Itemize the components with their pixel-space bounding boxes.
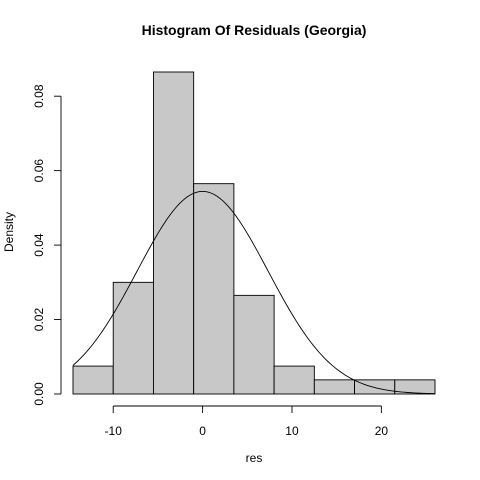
- histogram-bar: [313, 379, 356, 395]
- x-tick-label: -10: [105, 424, 123, 438]
- y-axis: 0.00 0.02 0.04 0.06 0.08: [32, 84, 62, 406]
- x-tick-label: 20: [375, 424, 389, 438]
- x-axis: -10 0 10 20: [105, 405, 389, 438]
- histogram-bar: [72, 365, 114, 395]
- normal-density-curve: [72, 190, 436, 395]
- histogram-bar: [273, 365, 315, 395]
- histogram-bar: [193, 183, 235, 395]
- y-axis-label: Density: [2, 212, 16, 252]
- histogram-bar: [394, 379, 436, 395]
- y-tick-label: 0.08: [32, 84, 46, 108]
- y-tick-label: 0.02: [32, 308, 46, 332]
- y-tick-label: 0.00: [32, 382, 46, 406]
- x-tick-label: 0: [199, 424, 206, 438]
- histogram-bar: [354, 379, 396, 395]
- histogram-bar: [152, 71, 195, 395]
- y-tick-label: 0.06: [32, 159, 46, 183]
- x-tick-label: 10: [285, 424, 299, 438]
- histogram-bar: [233, 294, 275, 395]
- histogram-bar: [112, 281, 154, 395]
- chart-title: Histogram Of Residuals (Georgia): [142, 22, 367, 38]
- histogram-bars: [72, 71, 436, 395]
- y-tick-label: 0.04: [32, 233, 46, 257]
- x-axis-label: res: [246, 451, 263, 465]
